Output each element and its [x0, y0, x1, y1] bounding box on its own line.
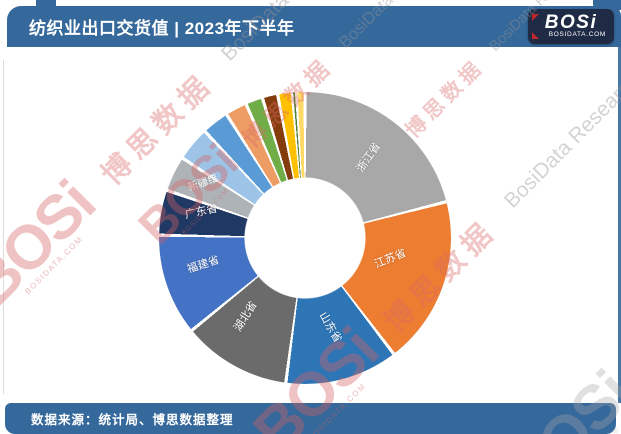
watermark-bosi-logo: BOSi BOSIDATA.COM [0, 168, 108, 320]
left-border-line [3, 60, 4, 394]
header-bar: 纺织业出口交货值 | 2023年下半年 BOSi BOSIDATA.COM [7, 6, 621, 47]
logo-brand-text: BOSi [544, 12, 598, 33]
logo-site-text: BOSIDATA.COM [548, 31, 606, 38]
page-title: 纺织业出口交货值 | 2023年下半年 [29, 19, 295, 38]
logo-red-triangle-top-icon [532, 14, 539, 21]
data-source-text: 数据来源：统计局、博思数据整理 [31, 413, 234, 427]
right-border-line [618, 46, 621, 403]
top-banner-sliver-right [593, 0, 621, 10]
donut-chart [159, 92, 451, 384]
watermark-cn-text: 博思数据 [401, 55, 489, 143]
bosi-logo: BOSi BOSIDATA.COM [528, 9, 614, 44]
top-banner-sliver-left [36, 0, 56, 8]
watermark-en-text: BosiData Research [499, 68, 621, 213]
footer-bar: 数据来源：统计局、博思数据整理 [5, 403, 616, 434]
logo-red-triangle-bottom-icon [532, 32, 539, 39]
